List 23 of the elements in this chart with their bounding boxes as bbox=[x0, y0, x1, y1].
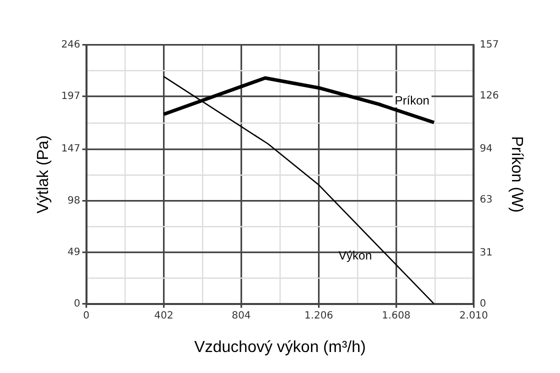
y-tick-label: 246 bbox=[61, 40, 80, 51]
x-tick-label: 1.206 bbox=[304, 310, 334, 322]
y-tick-label: 49 bbox=[68, 246, 80, 258]
y2-tick-label: 94 bbox=[480, 143, 492, 154]
y2-axis-title: Príkon (W) bbox=[508, 136, 525, 213]
x-tick-label: 2.010 bbox=[459, 310, 488, 322]
y-tick-label: 0 bbox=[74, 298, 80, 310]
y-tick-label: 147 bbox=[61, 144, 80, 155]
y-tick-label: 197 bbox=[61, 91, 80, 102]
y2-tick-label: 157 bbox=[480, 40, 499, 51]
y-tick-label: 98 bbox=[68, 195, 80, 206]
y2-tick-label: 31 bbox=[480, 247, 492, 258]
x-tick-label: 804 bbox=[232, 310, 251, 322]
y2-tick-label: 126 bbox=[480, 90, 499, 102]
x-tick-label: 402 bbox=[154, 310, 174, 322]
y-axis-title: Výtlak (Pa) bbox=[35, 135, 52, 214]
series-label: Výkon bbox=[338, 248, 372, 263]
series-label: Príkon bbox=[394, 94, 430, 108]
x-tick-label: 1.608 bbox=[382, 310, 411, 322]
x-axis-title: Vzduchový výkon (m³/h) bbox=[194, 338, 366, 356]
y2-tick-label: 63 bbox=[480, 194, 492, 206]
y2-tick-label: 0 bbox=[480, 298, 486, 310]
x-tick-label: 0 bbox=[83, 310, 90, 322]
